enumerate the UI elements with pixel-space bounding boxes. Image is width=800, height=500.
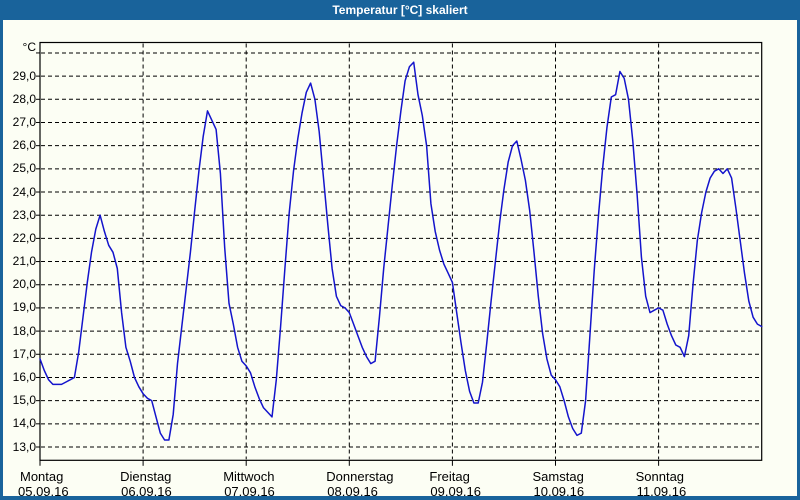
window-title: Temperatur [°C] skaliert [332,3,468,17]
chart-area [3,20,797,496]
title-bar: Temperatur [°C] skaliert [0,0,800,20]
